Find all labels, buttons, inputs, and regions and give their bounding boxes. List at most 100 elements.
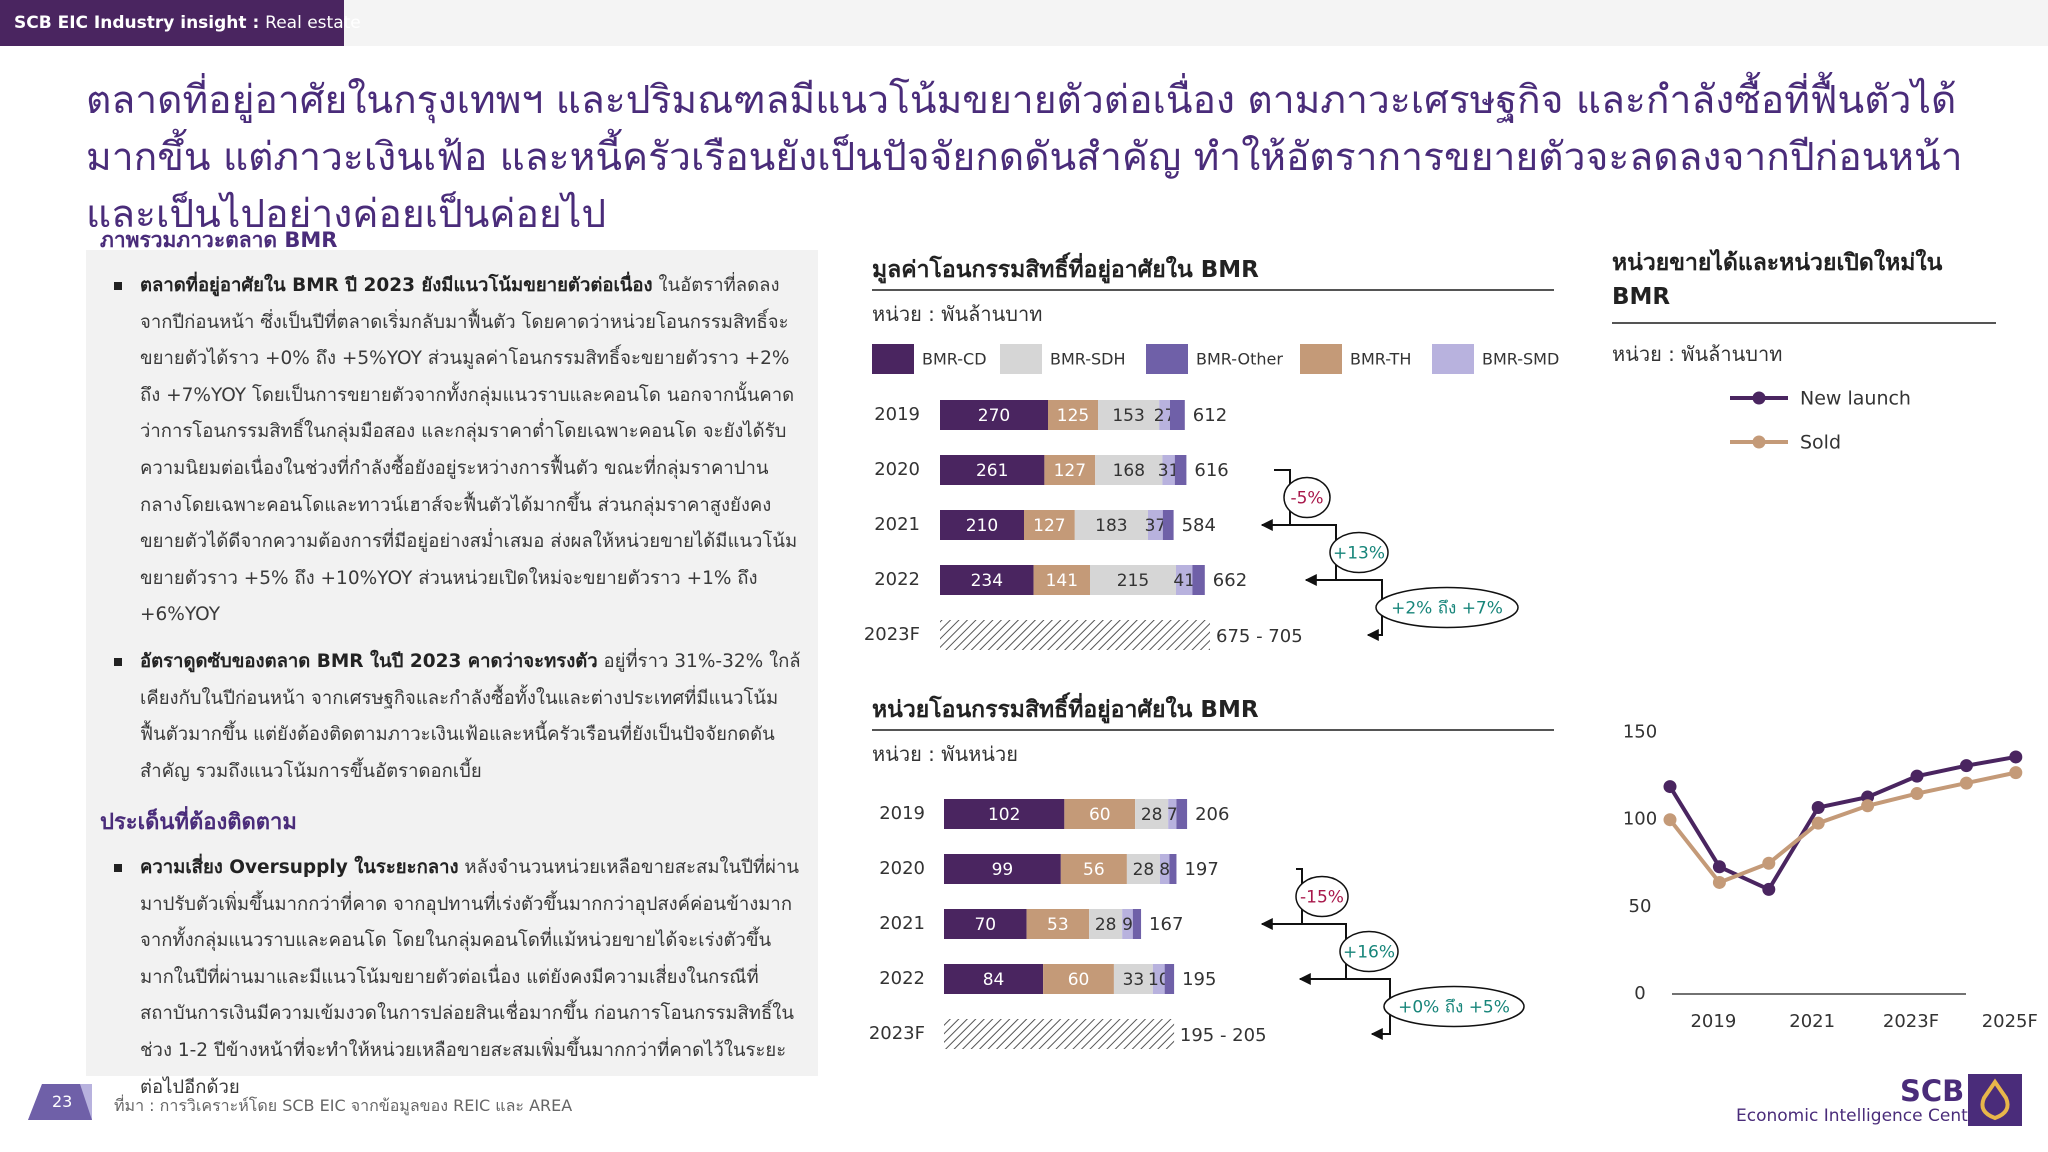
bar-value-label: 102: [988, 805, 1020, 825]
page-number-shape: [28, 1084, 92, 1120]
series-point: [2009, 750, 2023, 764]
legend-label-bmr-cd: BMR-CD: [922, 350, 987, 369]
bar-value-label: 28: [1133, 860, 1155, 880]
x-tick-label: 2019: [1690, 1011, 1736, 1032]
bar-value-label: 99: [992, 860, 1014, 880]
growth-label: +0% ถึง +5%: [1398, 998, 1510, 1018]
bar-total-label: 195: [1182, 969, 1216, 990]
bar-value-label: 53: [1047, 915, 1069, 935]
bar-value-label: 70: [974, 915, 996, 935]
growth-bubble: [1295, 875, 1349, 918]
legend-label-bmr-other: BMR-Other: [1196, 350, 1283, 369]
bar-segment-bmr-sdh: [1074, 510, 1148, 540]
legend-label-bmr-sdh: BMR-SDH: [1050, 350, 1126, 369]
bar-segment-bmr-other: [1169, 854, 1177, 884]
bar-value-label: 8: [1159, 860, 1170, 880]
scb-emblem: [1980, 1078, 2010, 1121]
bar-category-label: 2021: [874, 514, 920, 535]
bullet3-bold: ความเสี่ยง Oversupply ในระยะกลาง: [140, 857, 459, 878]
bar-value-label: 215: [1117, 571, 1149, 591]
series-line-new-launch: [1668, 754, 2017, 892]
growth-label: +2% ถึง +7%: [1391, 599, 1503, 619]
bar-segment-bmr-smd: [1159, 400, 1170, 430]
bar-segment-bmr-th: [1064, 799, 1136, 829]
page-headline: ตลาดที่อยู่อาศัยในกรุงเทพฯ และปริมณฑลมีแ…: [86, 78, 1963, 237]
bar-total-label: 612: [1193, 405, 1227, 426]
bar-value-label: 210: [966, 516, 998, 536]
forecast-bar: [940, 620, 1210, 650]
bar-segment-bmr-th: [1026, 909, 1090, 939]
chart3-title: หน่วยขายได้และหน่วยเปิดใหม่ใน BMR: [1612, 250, 1943, 310]
bullet-square-icon: [114, 658, 122, 666]
bar-segment-bmr-cd: [940, 510, 1024, 540]
y-tick-label: 100: [1623, 809, 1657, 830]
bar-segment-bmr-th: [1033, 565, 1090, 595]
bar-segment-bmr-other: [1164, 964, 1175, 994]
bar-value-label: 10: [1148, 970, 1170, 990]
left-text-panel: [86, 250, 818, 1076]
bar-value-label: 270: [978, 406, 1010, 426]
growth-bubble: [1329, 531, 1389, 574]
legend-marker: [1752, 435, 1766, 449]
bar-value-label: 234: [971, 571, 1003, 591]
bar-value-label: 9: [1122, 915, 1133, 935]
bar-value-label: 127: [1054, 461, 1086, 481]
chart1-rule: [872, 289, 1554, 291]
bar-category-label: 2022: [874, 569, 920, 590]
bar-value-label: 37: [1145, 516, 1167, 536]
bar-value-label: 261: [976, 461, 1008, 481]
bar-segment-bmr-cd: [940, 400, 1048, 430]
bar-segment-bmr-smd: [1148, 510, 1163, 540]
bar-total-label: 662: [1213, 570, 1247, 591]
bar-value-label: 31: [1158, 461, 1180, 481]
series-point: [1910, 769, 1924, 783]
logo-eic-text: Economic Intelligence Center: [1736, 1106, 1986, 1126]
bullet-market-outlook: ตลาดที่อยู่อาศัยใน BMR ปี 2023 ยังมีแนวโ…: [112, 268, 802, 634]
bar-segment-bmr-cd: [940, 455, 1045, 485]
bar-segment-bmr-smd: [1152, 964, 1165, 994]
scb-logo-icon: [1968, 1074, 2022, 1126]
legend-swatch-bmr-cd: [872, 344, 914, 374]
bullet-oversupply-risk: ความเสี่ยง Oversupply ในระยะกลาง หลังจำน…: [112, 850, 802, 1106]
x-tick-label: 2021: [1789, 1011, 1835, 1032]
bar-value-label: 7: [1167, 805, 1178, 825]
bar-segment-bmr-other: [1132, 909, 1142, 939]
tag-bold: SCB EIC Industry insight :: [14, 13, 266, 33]
growth-arrow: [1262, 524, 1337, 586]
growth-arrow: [1266, 923, 1347, 985]
y-tick-label: 150: [1623, 722, 1657, 743]
bar-segment-bmr-sdh: [1135, 799, 1169, 829]
bullet1-bold: ตลาดที่อยู่อาศัยใน BMR ปี 2023 ยังมีแนวโ…: [140, 275, 653, 296]
legend-swatch-bmr-sdh: [1000, 344, 1042, 374]
page-number: 23: [52, 1092, 73, 1111]
legend-label: Sold: [1800, 432, 1841, 454]
bar-total-label: 195 - 205: [1180, 1025, 1267, 1046]
bar-segment-bmr-other: [1170, 400, 1185, 430]
bar-value-label: 41: [1173, 571, 1195, 591]
bar-category-label: 2019: [874, 404, 920, 425]
chart2-rule: [872, 729, 1554, 731]
bar-value-label: 60: [1068, 970, 1090, 990]
bar-value-label: 183: [1095, 516, 1127, 536]
series-point: [1811, 800, 1825, 814]
bar-category-label: 2020: [874, 459, 920, 480]
bar-total-label: 197: [1184, 859, 1218, 880]
series-point: [1712, 875, 1726, 889]
bar-total-label: 206: [1195, 804, 1229, 825]
bar-segment-bmr-other: [1162, 510, 1174, 540]
bar-segment-bmr-smd: [1176, 565, 1193, 595]
bar-segment-bmr-other: [1174, 455, 1187, 485]
legend-marker: [1752, 391, 1766, 405]
chart1-unit: หน่วย : พันล้านบาท: [872, 302, 1043, 326]
y-tick-label: 0: [1634, 983, 1645, 1004]
bullet3-text: หลังจำนวนหน่วยเหลือขายสะสมในปีที่ผ่านมาป…: [140, 857, 800, 1098]
growth-arrow: [1300, 978, 1391, 1040]
bar-segment-bmr-other: [1176, 799, 1188, 829]
bar-value-label: 125: [1057, 406, 1089, 426]
bar-segment-bmr-th: [1044, 455, 1096, 485]
bar-segment-bmr-sdh: [1089, 909, 1123, 939]
bullet2-text: อยู่ที่ราว 31%-32% ใกล้เคียงกับในปีก่อนห…: [140, 651, 801, 782]
legend-label-bmr-smd: BMR-SMD: [1482, 350, 1559, 369]
bar-segment-bmr-cd: [944, 799, 1065, 829]
